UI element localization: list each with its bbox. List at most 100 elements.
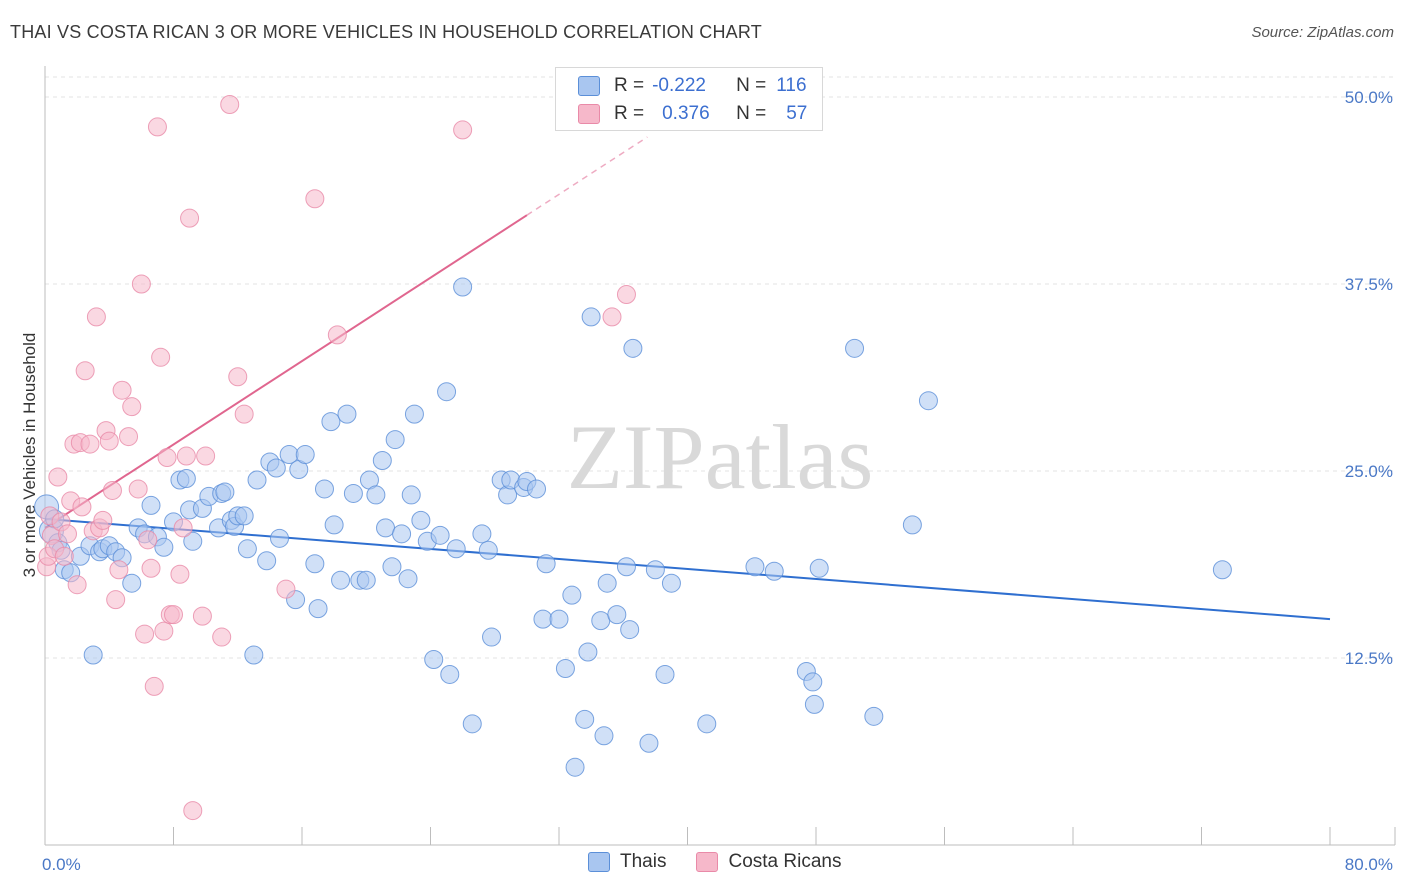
costa-rican-point: [228, 367, 248, 387]
series-swatch-costa-ricans: [696, 852, 719, 872]
thai-point: [382, 557, 402, 577]
costa-rican-point: [135, 624, 155, 644]
series-label-thais: Thais: [620, 851, 667, 872]
thai-point: [398, 569, 418, 589]
thai-point: [343, 483, 363, 503]
costa-rican-point: [138, 530, 158, 550]
thai-point: [122, 573, 142, 593]
y-tick-label: 12.5%: [1345, 649, 1393, 668]
thai-point: [437, 382, 457, 402]
thai-point: [237, 539, 257, 559]
watermark: ZIPatlas: [567, 406, 874, 508]
thai-point: [533, 609, 553, 629]
costa-rican-point: [327, 325, 347, 345]
thai-point: [803, 672, 823, 692]
costa-rican-point: [54, 546, 74, 566]
costa-rican-point: [106, 590, 126, 610]
costa-rican-trend-extension: [526, 136, 648, 216]
thai-point: [562, 585, 582, 605]
thai-point: [404, 404, 424, 424]
legend-r-value: -0.222: [652, 75, 706, 96]
costa-rican-point: [616, 284, 636, 304]
series-legend-thais[interactable]: Thais: [588, 851, 666, 873]
costa-rican-point: [75, 361, 95, 381]
costa-rican-point: [128, 479, 148, 499]
thai-point: [257, 551, 277, 571]
thai-point: [527, 479, 547, 499]
trend-lines: [44, 136, 1331, 621]
thai-point: [308, 599, 328, 619]
thai-point: [366, 485, 386, 505]
costa-rican-point: [234, 404, 254, 424]
costa-rican-point: [48, 467, 68, 487]
thai-point: [555, 658, 575, 678]
thai-point: [430, 525, 450, 545]
legend-swatch-costa-ricans: [578, 104, 600, 124]
thai-point: [247, 470, 267, 490]
thai-point: [244, 645, 264, 665]
thai-point: [305, 554, 325, 574]
costa-rican-point: [453, 120, 473, 140]
thai-point: [141, 495, 161, 515]
legend-n-value: 57: [786, 103, 808, 124]
thai-point: [324, 515, 344, 535]
thai-point: [356, 570, 376, 590]
thai-point: [337, 404, 357, 424]
thai-point: [581, 307, 601, 327]
thai-point: [607, 605, 627, 625]
source-label: Source: ZipAtlas.com: [1251, 24, 1394, 41]
costa-rican-point: [305, 189, 325, 209]
series-legend-costa-ricans[interactable]: Costa Ricans: [696, 851, 841, 873]
thai-point: [578, 642, 598, 662]
costa-rican-point: [157, 448, 177, 468]
thai-point: [549, 609, 569, 629]
axes: [44, 66, 1396, 846]
costa-rican-trend-line: [44, 214, 528, 529]
tick-labels: 12.5% 25.0% 37.5% 50.0% 0.0% 80.0%: [42, 88, 1393, 874]
costa-rican-point: [102, 480, 122, 500]
costa-rican-point: [112, 380, 132, 400]
legend-r-label: R =: [614, 75, 645, 96]
thai-point: [809, 558, 829, 578]
thai-point: [620, 620, 640, 640]
costa-rican-point: [141, 558, 161, 578]
costa-rican-point: [183, 801, 203, 821]
thai-point: [314, 479, 334, 499]
costa-rican-point: [180, 208, 200, 228]
thai-point: [295, 445, 315, 465]
thai-point: [845, 338, 865, 358]
thai-point: [424, 649, 444, 669]
costa-rican-point: [72, 497, 92, 517]
thai-point: [764, 561, 784, 581]
thai-point: [321, 412, 341, 432]
costa-rican-point: [151, 347, 171, 367]
thai-point: [575, 709, 595, 729]
thai-point: [478, 540, 498, 560]
costa-rican-point: [196, 446, 216, 466]
thai-point: [446, 539, 466, 559]
thai-point: [902, 515, 922, 535]
legend-swatch-thais: [578, 76, 600, 96]
costa-rican-point: [276, 579, 296, 599]
thai-point: [616, 557, 636, 577]
legend-n-label: N =: [736, 75, 767, 96]
costa-rican-point: [109, 560, 129, 580]
thai-point: [392, 524, 412, 544]
costa-rican-point: [122, 397, 142, 417]
thai-point: [597, 573, 617, 593]
thai-point: [918, 391, 938, 411]
thai-point: [536, 554, 556, 574]
thai-point: [270, 528, 290, 548]
legend-r-label: R =: [614, 103, 645, 124]
costa-rican-point: [220, 94, 240, 114]
costa-rican-point: [131, 274, 151, 294]
thai-point: [591, 611, 611, 631]
legend-row-costa-ricans: R = 0.376 N = 57: [578, 101, 807, 127]
thai-point: [594, 726, 614, 746]
thai-point: [462, 714, 482, 734]
thai-point: [623, 338, 643, 358]
thai-point: [234, 506, 254, 526]
costa-rican-point: [602, 307, 622, 327]
costa-rican-point: [93, 510, 113, 530]
thai-point: [372, 451, 392, 471]
